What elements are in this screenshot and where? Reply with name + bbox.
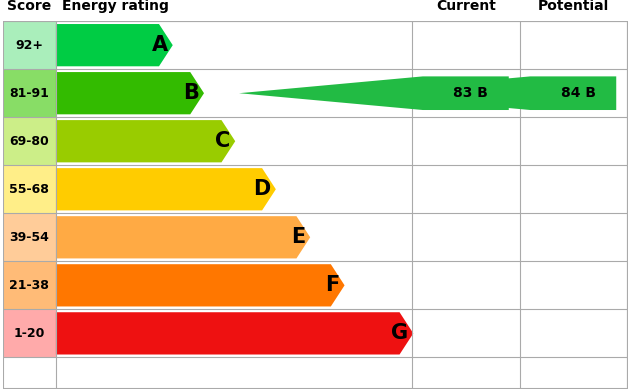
Text: Potential: Potential [538,0,609,12]
Text: 84 B: 84 B [560,86,596,100]
Text: A: A [152,35,168,55]
Polygon shape [56,120,235,162]
Text: 39-54: 39-54 [9,231,49,244]
Polygon shape [56,72,204,114]
FancyBboxPatch shape [3,261,56,309]
Text: 69-80: 69-80 [9,135,49,148]
Polygon shape [56,24,173,66]
FancyBboxPatch shape [3,117,56,165]
Polygon shape [56,264,345,307]
Text: F: F [325,275,340,295]
Text: C: C [215,131,230,151]
Polygon shape [56,168,276,210]
Text: G: G [391,323,408,343]
Text: Energy rating: Energy rating [62,0,169,12]
Text: 55-68: 55-68 [9,183,49,196]
Text: Current: Current [436,0,496,12]
Text: B: B [183,83,199,103]
Text: 21-38: 21-38 [9,279,49,292]
Text: 81-91: 81-91 [9,87,49,100]
FancyBboxPatch shape [3,309,56,357]
Text: D: D [253,179,271,199]
Polygon shape [239,76,509,110]
Text: E: E [291,227,305,247]
FancyBboxPatch shape [3,21,56,69]
FancyBboxPatch shape [3,69,56,117]
Polygon shape [56,216,310,259]
Text: 1-20: 1-20 [14,327,45,340]
Text: 92+: 92+ [15,39,43,51]
FancyBboxPatch shape [3,213,56,261]
Text: 83 B: 83 B [454,86,488,100]
Polygon shape [347,76,616,110]
Text: Score: Score [7,0,52,12]
FancyBboxPatch shape [3,165,56,213]
Polygon shape [56,312,413,355]
